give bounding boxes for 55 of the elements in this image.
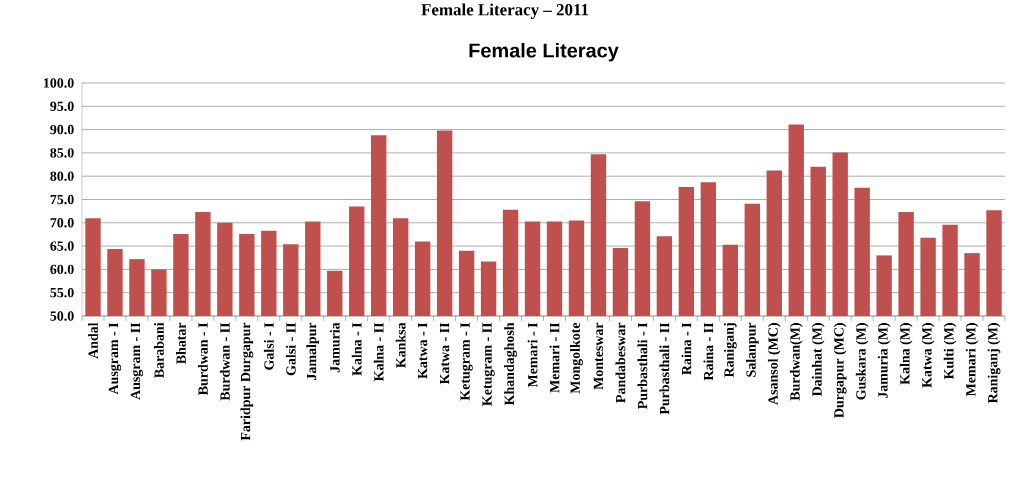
y-tick-label: 90.0 bbox=[50, 124, 74, 135]
x-tick-label: Purbasthali - II bbox=[659, 322, 670, 415]
x-tick-label: Ketugram - I bbox=[460, 322, 473, 401]
y-tick-label: 95.0 bbox=[50, 101, 74, 112]
x-tick-label: Ketugram - II bbox=[482, 322, 495, 406]
x-tick-label: Ausgram - II bbox=[130, 322, 144, 400]
y-tick-label: 75.0 bbox=[50, 194, 74, 205]
x-tick-label: Kanksa bbox=[395, 322, 406, 368]
x-tick-label: Jamuria (M) bbox=[877, 323, 891, 399]
x-tick-label: Guskara (M) bbox=[855, 323, 869, 400]
x-tick-label: Faridpur Durgapur bbox=[240, 322, 254, 441]
x-tick-label: Mongolkote bbox=[570, 322, 583, 394]
x-tick-label: Kulti (M) bbox=[943, 323, 957, 380]
x-tick-label: Jamalpur bbox=[306, 322, 320, 380]
x-tick-label: Katwa (M) bbox=[921, 323, 935, 388]
x-tick-label: Burdwan - II bbox=[219, 322, 230, 401]
x-tick-label: Monteswar bbox=[593, 322, 604, 390]
y-tick-label: 50.0 bbox=[50, 311, 74, 321]
x-tick-label: Khandaghosh bbox=[504, 322, 517, 406]
chart-title: Female Literacy bbox=[469, 42, 619, 62]
y-tick-label: 65.0 bbox=[50, 241, 74, 251]
x-tick-label: Memari - II bbox=[549, 322, 560, 393]
x-tick-label: Salanpur bbox=[745, 322, 759, 377]
x-tick-label: Burdwan - I bbox=[197, 322, 208, 396]
y-tick-label: 60.0 bbox=[50, 264, 74, 275]
x-tick-label: Raniganj bbox=[723, 323, 737, 378]
x-tick-label: Galsi - II bbox=[285, 322, 296, 376]
y-tick-label: 70.0 bbox=[50, 218, 74, 228]
x-tick-label: Raina - I bbox=[681, 322, 692, 375]
y-tick-label: 80.0 bbox=[50, 171, 74, 181]
x-tick-label: Pandabeswar bbox=[615, 322, 626, 403]
x-tick-label: Andal bbox=[88, 322, 98, 359]
x-tick-label: Ausgram - I bbox=[108, 322, 122, 395]
x-tick-label: Galsi - I bbox=[263, 322, 274, 370]
text: Female Literacy – 2011 bbox=[421, 3, 589, 19]
x-tick-label: Katwa - II bbox=[439, 322, 450, 385]
x-tick-label: Barabani bbox=[154, 322, 164, 379]
x-tick-label: Asansol (MC) bbox=[767, 323, 781, 405]
x-tick-label: Burdwan(M) bbox=[789, 323, 803, 401]
x-tick-label: Raniganj (M) bbox=[987, 323, 1001, 404]
y-tick-label: 100.0 bbox=[43, 78, 74, 88]
x-tick-label: Kalna - I bbox=[351, 322, 362, 376]
x-tick-label: Durgapur (MC) bbox=[833, 323, 847, 418]
x-tick-label: Bhatar bbox=[175, 322, 186, 365]
x-tick-label: Kalna - II bbox=[373, 322, 384, 382]
x-tick-label: Dainhat (M) bbox=[811, 323, 825, 397]
x-tick-label: Katwa - I bbox=[418, 322, 428, 379]
y-tick-label: 55.0 bbox=[50, 287, 74, 298]
y-tick-label: 85.0 bbox=[50, 148, 74, 158]
x-tick-label: Purbasthali - I bbox=[637, 322, 648, 409]
x-tick-label: Memari (M) bbox=[965, 323, 979, 397]
x-tick-label: Jamuria bbox=[329, 322, 340, 373]
x-tick-label: Memari - I bbox=[527, 322, 538, 388]
x-tick-label: Raina - II bbox=[703, 322, 714, 381]
x-tick-label: Kalna (M) bbox=[899, 323, 913, 385]
